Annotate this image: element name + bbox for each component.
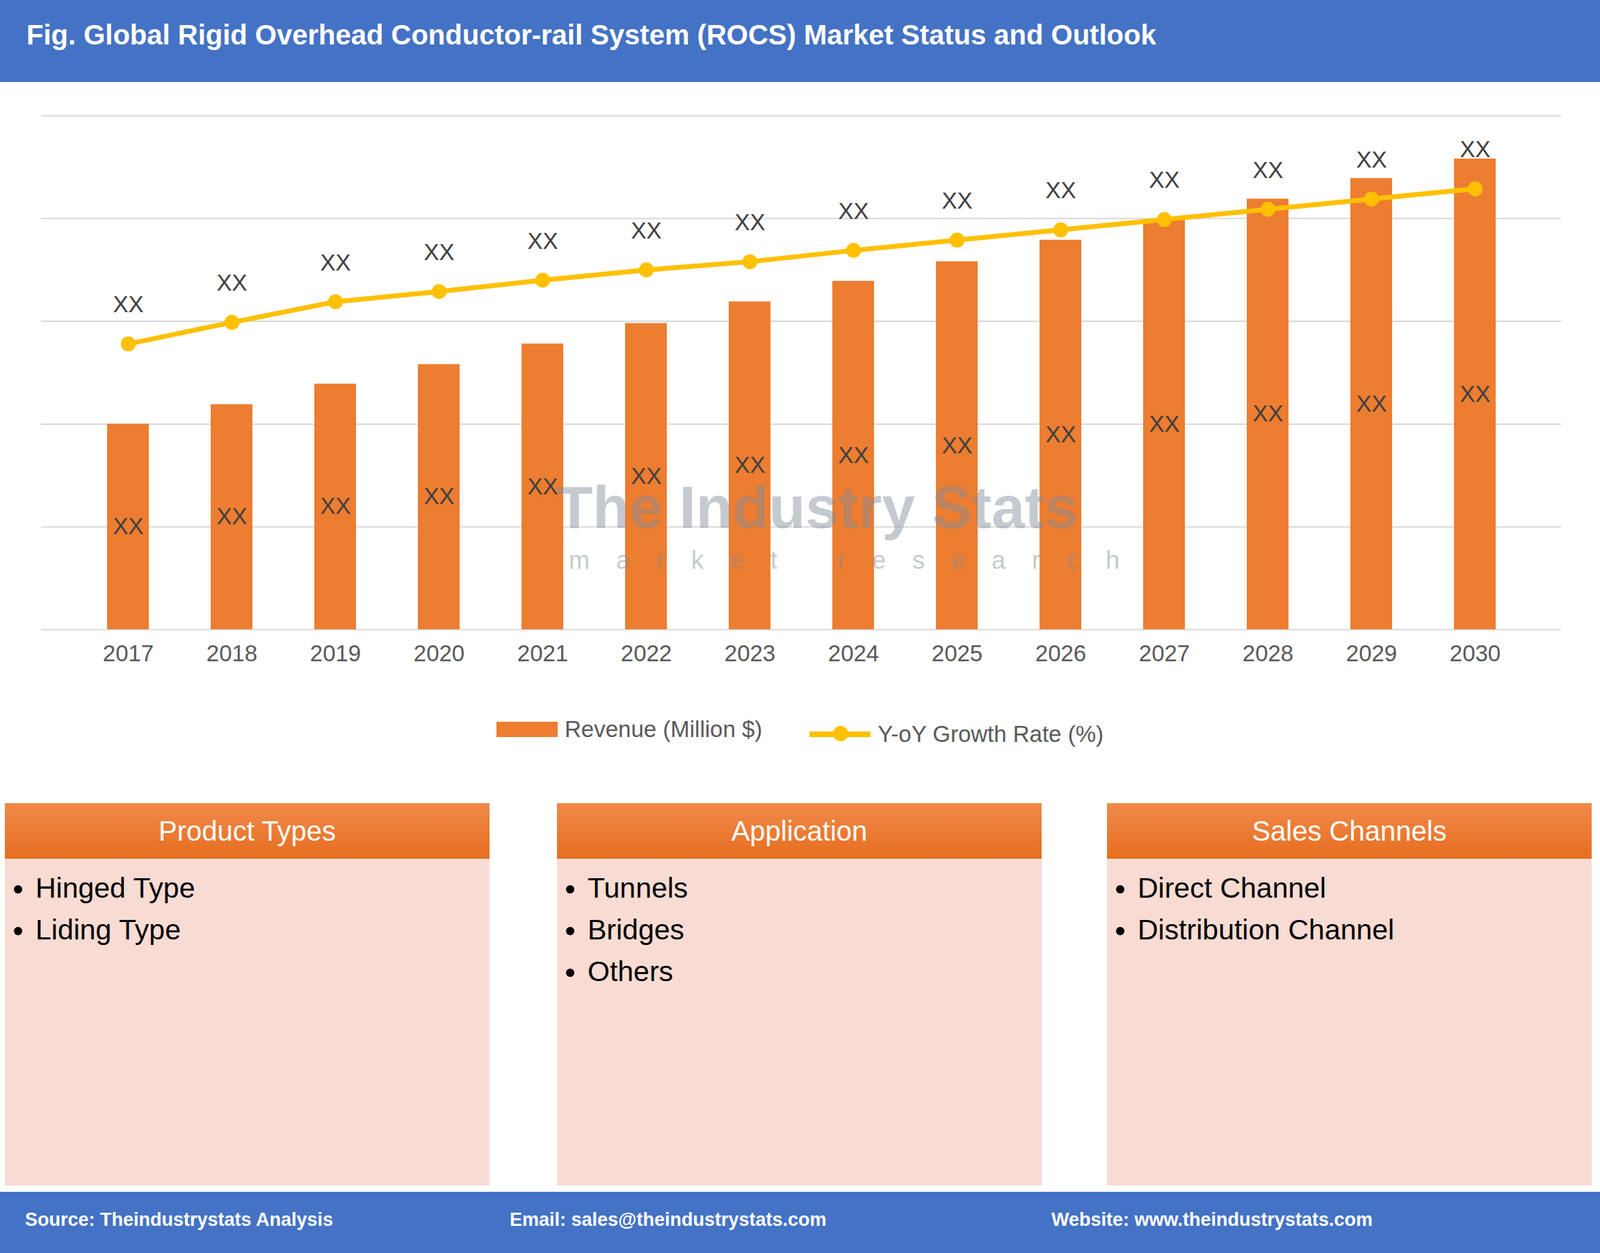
svg-text:XX: XX [1459, 136, 1491, 163]
svg-text:2026: 2026 [1035, 640, 1087, 667]
svg-text:XX: XX [1045, 421, 1076, 448]
svg-text:XX: XX [319, 493, 351, 519]
svg-text:2025: 2025 [931, 640, 983, 667]
svg-text:XX: XX [941, 431, 973, 458]
svg-text:2021: 2021 [517, 640, 569, 667]
svg-text:XX: XX [216, 503, 247, 530]
svg-text:XX: XX [112, 513, 144, 539]
svg-text:2029: 2029 [1346, 640, 1397, 667]
svg-text:XX: XX [941, 187, 973, 214]
svg-text:2024: 2024 [828, 640, 879, 667]
svg-text:XX: XX [1459, 381, 1491, 407]
svg-text:XX: XX [1355, 146, 1387, 173]
svg-text:2017: 2017 [102, 640, 154, 667]
svg-text:XX: XX [1252, 157, 1283, 183]
svg-text:XX: XX [423, 239, 455, 265]
svg-text:2019: 2019 [310, 640, 361, 667]
svg-text:XX: XX [837, 198, 869, 224]
svg-text:2023: 2023 [724, 640, 776, 667]
svg-text:XX: XX [1148, 410, 1180, 437]
svg-text:XX: XX [423, 483, 455, 509]
svg-text:2022: 2022 [620, 640, 672, 667]
svg-text:2020: 2020 [413, 640, 465, 667]
svg-text:XX: XX [630, 463, 662, 489]
svg-text:2018: 2018 [206, 640, 258, 667]
svg-text:XX: XX [630, 217, 662, 244]
svg-text:XX: XX [216, 269, 247, 296]
svg-text:2028: 2028 [1242, 640, 1294, 667]
svg-text:XX: XX [734, 209, 765, 236]
svg-text:XX: XX [837, 442, 869, 468]
svg-text:XX: XX [1252, 400, 1283, 427]
svg-text:2030: 2030 [1449, 640, 1501, 667]
svg-text:XX: XX [527, 473, 558, 500]
svg-text:2027: 2027 [1138, 640, 1190, 667]
svg-text:XX: XX [527, 228, 558, 254]
svg-text:XX: XX [112, 291, 144, 318]
svg-text:XX: XX [1045, 177, 1076, 204]
svg-text:XX: XX [734, 451, 765, 478]
svg-text:XX: XX [319, 249, 351, 276]
svg-text:XX: XX [1148, 166, 1180, 193]
svg-text:XX: XX [1355, 390, 1387, 417]
